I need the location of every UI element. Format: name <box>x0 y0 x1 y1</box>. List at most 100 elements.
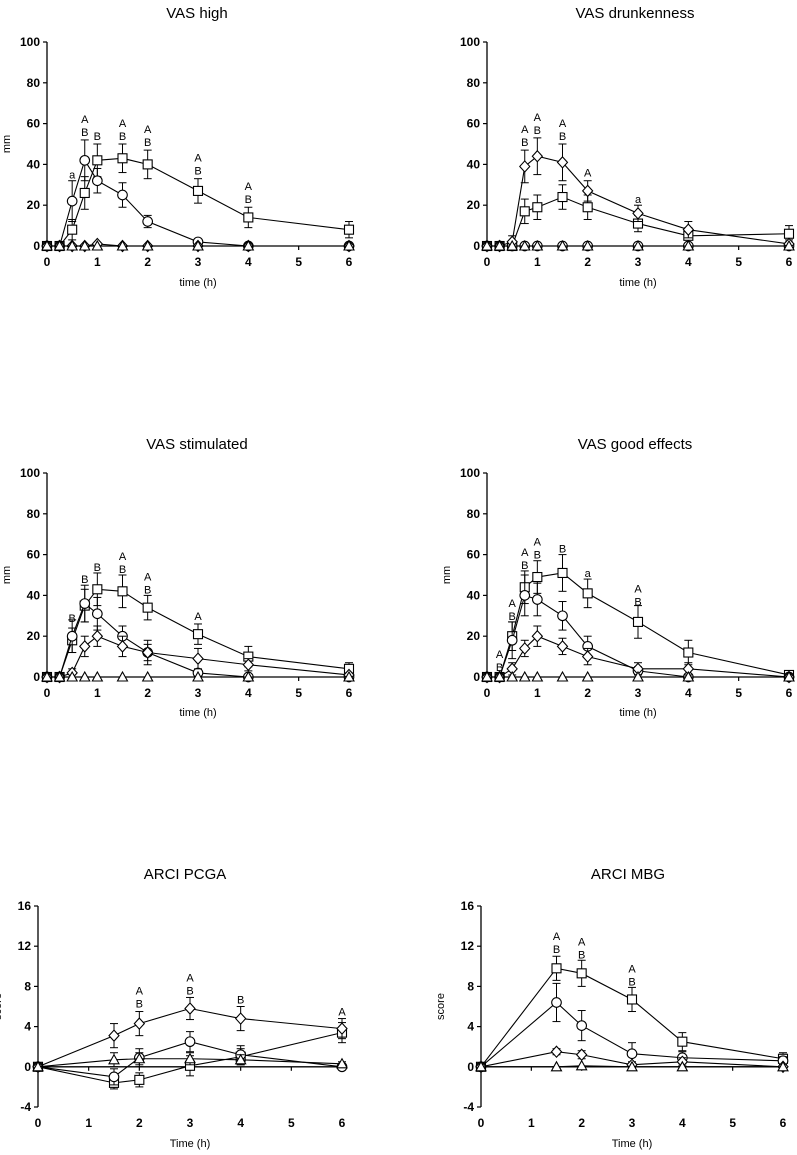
y-tick-label: 20 <box>467 629 481 643</box>
series-line <box>47 158 349 247</box>
point-triangle <box>518 239 531 251</box>
y-tick-label: 12 <box>461 939 475 953</box>
significance-label: A <box>508 598 516 610</box>
series-diamond <box>481 137 795 253</box>
point-triangle <box>518 670 531 682</box>
point-triangle <box>481 670 493 682</box>
point-square <box>632 616 644 627</box>
point-square <box>626 994 638 1005</box>
x-tick-label: 5 <box>288 1116 295 1130</box>
significance-label: A <box>119 551 127 563</box>
significance-label: B <box>186 985 193 997</box>
point-triangle <box>475 1060 487 1072</box>
series-line <box>481 1065 783 1068</box>
y-tick-label: 80 <box>27 76 41 90</box>
series-triangle <box>475 1059 789 1072</box>
point-triangle <box>53 239 66 251</box>
significance-label: A <box>144 571 152 583</box>
significance-label: B <box>237 994 244 1006</box>
point-triangle <box>53 670 66 682</box>
point-diamond <box>682 223 695 236</box>
series-diamond <box>41 625 355 684</box>
point-triangle <box>632 670 644 682</box>
x-tick-label: 1 <box>94 686 101 700</box>
point-diamond <box>581 650 594 663</box>
point-square <box>582 588 593 599</box>
significance-label: A <box>338 1007 346 1019</box>
y-tick-label: 0 <box>473 239 480 253</box>
significance-label: B <box>508 611 515 623</box>
significance-label: A <box>81 114 89 126</box>
significance-label: a <box>585 568 592 580</box>
significance-label: B <box>634 597 641 609</box>
series-line <box>487 594 789 678</box>
y-tick-label: 20 <box>467 198 481 212</box>
x-tick-label: 6 <box>780 1116 787 1130</box>
series-line <box>47 588 350 678</box>
chart-title: VAS drunkenness <box>576 5 695 22</box>
point-circle <box>66 195 78 207</box>
point-square <box>343 224 355 235</box>
point-triangle <box>550 1060 563 1072</box>
point-square <box>117 586 128 597</box>
point-circle <box>66 630 78 642</box>
x-axis-label: time (h) <box>619 277 656 289</box>
point-square <box>557 567 568 579</box>
significance-label: A <box>186 972 194 984</box>
point-circle <box>531 594 543 605</box>
x-axis-label: Time (h) <box>170 1138 211 1150</box>
point-square <box>192 629 204 640</box>
series-line <box>37 1032 343 1084</box>
point-circle <box>117 189 128 201</box>
point-diamond <box>108 1029 120 1042</box>
point-square <box>142 159 153 170</box>
significance-label: a <box>69 170 76 182</box>
y-tick-label: 100 <box>20 466 40 480</box>
x-tick-label: 6 <box>346 255 353 269</box>
point-diamond <box>336 1022 348 1035</box>
point-square <box>519 206 530 217</box>
series-triangle <box>41 670 355 682</box>
series-triangle <box>481 239 795 251</box>
point-triangle <box>133 1052 146 1064</box>
point-circle <box>506 634 518 646</box>
x-tick-label: 0 <box>484 255 491 269</box>
point-square <box>551 963 562 974</box>
point-triangle <box>116 670 129 682</box>
significance-label: B <box>119 564 126 576</box>
point-square <box>557 191 568 203</box>
point-square <box>117 153 128 164</box>
significance-label: A <box>136 986 144 998</box>
point-triangle <box>626 1060 638 1072</box>
y-tick-label: 8 <box>24 979 31 993</box>
y-tick-label: 12 <box>18 939 32 953</box>
point-square <box>576 968 587 979</box>
significance-label: B <box>136 999 143 1011</box>
point-triangle <box>676 1060 689 1072</box>
point-square <box>683 647 694 658</box>
significance-label: B <box>559 131 566 143</box>
y-tick-label: 0 <box>24 1060 31 1074</box>
point-diamond <box>79 640 91 653</box>
point-triangle <box>493 670 506 682</box>
point-circle <box>91 175 103 187</box>
point-square <box>79 187 90 199</box>
significance-label: B <box>578 949 585 961</box>
point-circle <box>91 608 103 620</box>
significance-label: B <box>144 137 151 149</box>
point-circle <box>551 997 562 1008</box>
point-square <box>67 224 78 235</box>
x-tick-label: 2 <box>144 686 151 700</box>
point-diamond <box>116 640 129 653</box>
x-tick-label: 4 <box>685 686 692 700</box>
point-triangle <box>506 239 519 251</box>
chart-panel: VAS good effects 0 20 40 60 80 100 0 1 2 3 4 5 6 time … <box>441 436 795 719</box>
x-tick-label: 3 <box>635 255 642 269</box>
point-triangle <box>682 670 695 682</box>
x-tick-label: 2 <box>578 1116 585 1130</box>
chart-title: VAS stimulated <box>146 436 247 453</box>
series-triangle <box>481 670 795 682</box>
point-square <box>92 155 103 166</box>
point-triangle <box>581 239 594 251</box>
point-triangle <box>783 670 795 682</box>
